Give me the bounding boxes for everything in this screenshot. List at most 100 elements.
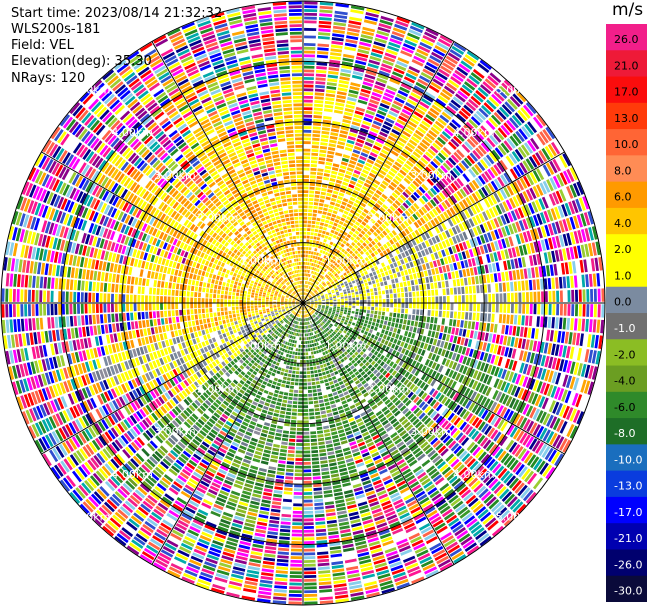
- velocity-cell: [460, 60, 473, 70]
- velocity-cell: [508, 270, 513, 281]
- velocity-cell: [343, 489, 353, 495]
- velocity-cell: [468, 285, 473, 294]
- velocity-cell: [404, 235, 411, 242]
- velocity-cell: [463, 472, 473, 482]
- velocity-cell: [581, 274, 586, 288]
- velocity-cell: [271, 501, 282, 506]
- velocity-cell: [318, 229, 323, 234]
- velocity-cell: [442, 265, 447, 273]
- velocity-cell: [389, 293, 393, 299]
- velocity-cell: [414, 321, 419, 327]
- velocity-cell: [324, 501, 335, 506]
- velocity-cell: [329, 178, 336, 183]
- velocity-cell: [349, 334, 354, 339]
- velocity-cell: [544, 145, 554, 159]
- velocity-cell: [340, 263, 345, 268]
- velocity-cell: [501, 271, 506, 282]
- velocity-cell: [407, 207, 414, 215]
- velocity-cell: [415, 285, 419, 291]
- velocity-cell: [384, 340, 389, 346]
- velocity-cell: [578, 304, 582, 317]
- velocity-cell: [374, 265, 379, 271]
- velocity-cell: [309, 423, 316, 427]
- velocity-cell: [309, 363, 313, 367]
- velocity-cell: [436, 71, 448, 81]
- velocity-cell: [313, 366, 317, 370]
- velocity-cell: [472, 370, 479, 379]
- velocity-cell: [285, 472, 294, 476]
- velocity-cell: [517, 281, 522, 291]
- velocity-cell: [458, 63, 471, 73]
- velocity-cell: [459, 408, 467, 418]
- velocity-cell: [515, 221, 522, 232]
- velocity-cell: [490, 166, 499, 177]
- velocity-cell: [447, 326, 452, 334]
- velocity-cell: [593, 288, 597, 302]
- velocity-cell: [414, 421, 423, 429]
- velocity-cell: [483, 398, 491, 408]
- velocity-cell: [536, 213, 543, 225]
- velocity-cell: [319, 452, 327, 457]
- velocity-cell: [351, 176, 358, 182]
- velocity-cell: [515, 234, 522, 245]
- velocity-cell: [418, 265, 423, 272]
- velocity-cell: [512, 270, 517, 281]
- velocity-cell: [293, 495, 303, 499]
- velocity-cell: [394, 143, 403, 151]
- velocity-cell: [358, 315, 362, 319]
- velocity-cell: [374, 291, 378, 296]
- velocity-cell: [303, 424, 309, 428]
- velocity-cell: [364, 195, 371, 202]
- velocity-cell: [547, 143, 557, 157]
- velocity-cell: [407, 185, 415, 193]
- velocity-cell: [398, 115, 408, 123]
- velocity-cell: [428, 388, 436, 396]
- velocity-cell: [334, 495, 344, 500]
- velocity-cell: [339, 334, 344, 338]
- velocity-cell: [304, 571, 317, 575]
- velocity-cell: [465, 250, 471, 259]
- velocity-cell: [316, 217, 321, 222]
- velocity-cell: [475, 340, 480, 350]
- velocity-cell: [322, 263, 326, 267]
- velocity-cell: [543, 342, 549, 354]
- velocity-cell: [280, 371, 285, 376]
- velocity-cell: [390, 167, 398, 174]
- velocity-cell: [389, 215, 395, 222]
- velocity-cell: [429, 337, 434, 345]
- velocity-cell: [552, 303, 556, 316]
- velocity-cell: [311, 259, 315, 263]
- velocity-cell: [303, 488, 313, 492]
- velocity-cell: [305, 292, 307, 296]
- velocity-cell: [568, 201, 576, 215]
- velocity-cell: [401, 308, 405, 314]
- velocity-cell: [391, 343, 396, 349]
- velocity-cell: [403, 342, 409, 349]
- velocity-cell: [539, 427, 548, 440]
- velocity-cell: [474, 163, 483, 174]
- velocity-cell: [448, 79, 460, 89]
- velocity-cell: [367, 189, 375, 195]
- velocity-cell: [382, 344, 387, 350]
- velocity-cell: [519, 402, 527, 414]
- velocity-cell: [522, 104, 534, 117]
- velocity-cell: [285, 415, 291, 419]
- velocity-cell: [390, 303, 394, 308]
- velocity-cell: [303, 69, 315, 73]
- velocity-cell: [370, 52, 383, 59]
- velocity-cell: [338, 330, 343, 334]
- velocity-cell: [590, 288, 594, 302]
- velocity-cell: [398, 155, 407, 162]
- velocity-cell: [426, 316, 431, 323]
- velocity-cell: [319, 199, 325, 203]
- velocity-cell: [318, 17, 332, 21]
- velocity-cell: [365, 215, 372, 221]
- velocity-cell: [391, 370, 397, 376]
- velocity-cell: [316, 277, 320, 281]
- velocity-cell: [340, 528, 351, 534]
- velocity-cell: [573, 215, 580, 229]
- velocity-cell: [483, 456, 493, 467]
- velocity-cell: [264, 549, 276, 554]
- velocity-cell: [463, 320, 468, 329]
- velocity-cell: [318, 585, 332, 589]
